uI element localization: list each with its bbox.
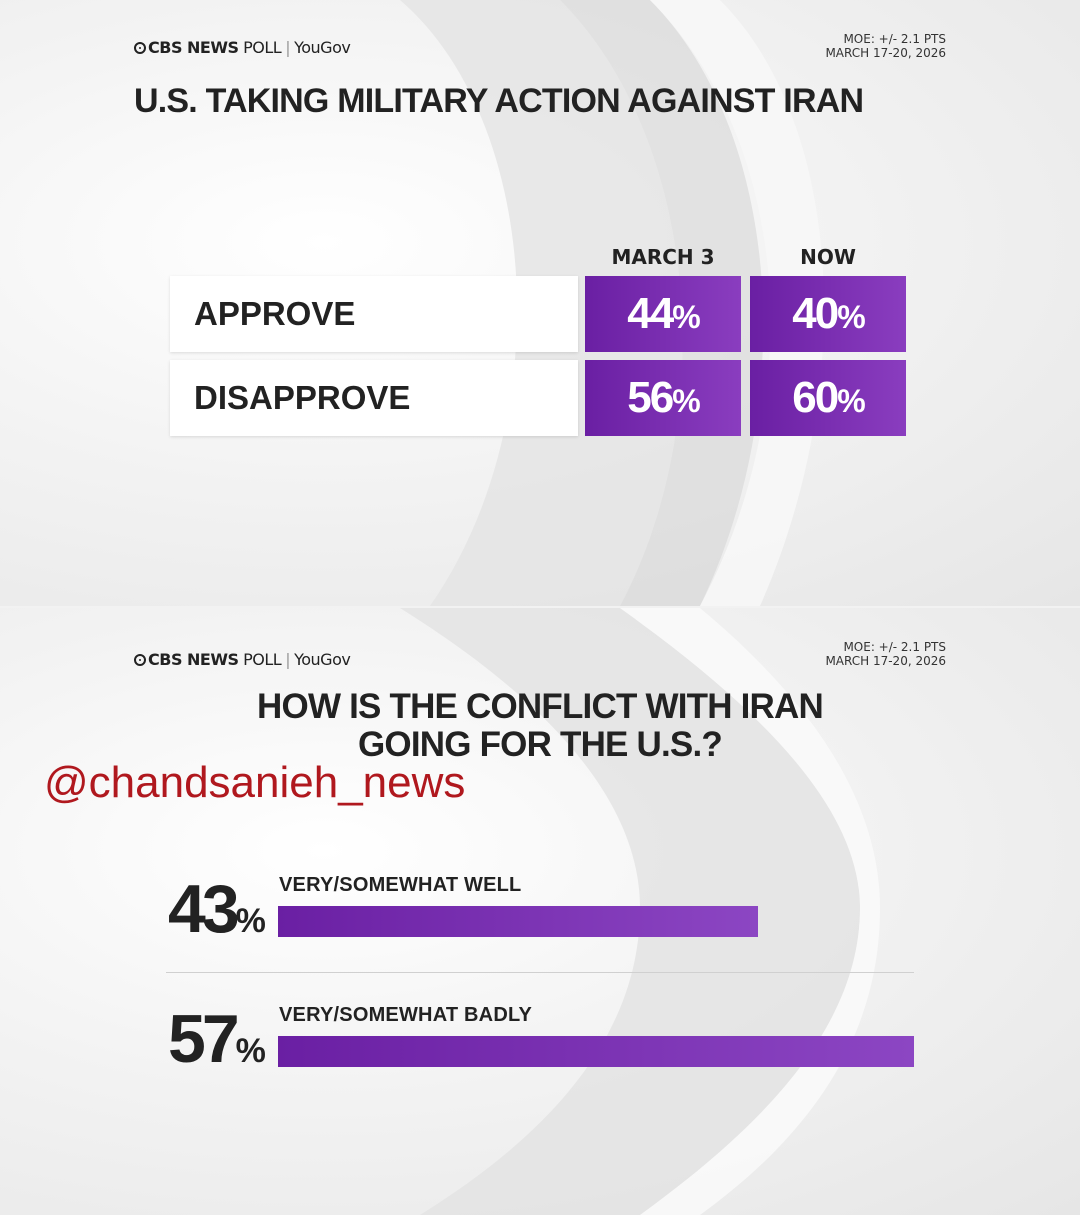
moe-margin: MOE: +/- 2.1 PTS — [843, 32, 946, 46]
brand-partner: YouGov — [294, 38, 351, 57]
moe-dates: MARCH 17-20, 2026 — [825, 654, 946, 668]
bar-label-badly: VERY/SOMEWHAT BADLY — [279, 1004, 533, 1026]
cell-value: 44 — [627, 289, 674, 338]
cell-disapprove-now: 60% — [750, 360, 906, 436]
brand-cbs: CBS NEWS — [148, 650, 239, 669]
chart-title: U.S. TAKING MILITARY ACTION AGAINST IRAN — [134, 82, 864, 120]
row-label-disapprove: DISAPPROVE — [170, 360, 578, 436]
cbs-eye-icon — [134, 654, 146, 666]
moe-dates: MARCH 17-20, 2026 — [825, 46, 946, 60]
bar-well — [278, 906, 758, 937]
row-label-approve: APPROVE — [170, 276, 578, 352]
value-text: 43 — [168, 871, 240, 947]
row-divider — [166, 972, 914, 973]
cell-approve-march3: 44% — [585, 276, 741, 352]
percent-sign: % — [672, 299, 700, 335]
cbs-eye-icon — [134, 42, 146, 54]
cell-value: 56 — [627, 373, 674, 422]
chart-title-line2: GOING FOR THE U.S.? — [358, 725, 723, 764]
brand-poll: POLL — [243, 650, 282, 669]
cell-approve-now: 40% — [750, 276, 906, 352]
percent-sign: % — [837, 383, 865, 419]
chart-title: HOW IS THE CONFLICT WITH IRAN GOING FOR … — [140, 688, 940, 764]
poll-brand: CBS NEWS POLL | YouGov — [134, 650, 351, 669]
cell-value: 60 — [792, 373, 839, 422]
moe-info: MOE: +/- 2.1 PTS MARCH 17-20, 2026 — [825, 32, 946, 60]
moe-info: MOE: +/- 2.1 PTS MARCH 17-20, 2026 — [825, 640, 946, 668]
column-header-now: NOW — [800, 245, 856, 269]
moe-margin: MOE: +/- 2.1 PTS — [843, 640, 946, 654]
column-header-march3: MARCH 3 — [611, 245, 715, 269]
chart-title-line1: HOW IS THE CONFLICT WITH IRAN — [257, 687, 824, 726]
cell-value: 40 — [792, 289, 839, 338]
chart-panel-approval: CBS NEWS POLL | YouGov MOE: +/- 2.1 PTS MA… — [0, 0, 1080, 606]
bar-badly — [278, 1036, 914, 1067]
watermark-handle: @chandsanieh_news — [44, 758, 466, 807]
data-label-badly: 57% — [168, 1001, 266, 1086]
brand-cbs: CBS NEWS — [148, 38, 239, 57]
percent-sign: % — [837, 299, 865, 335]
percent-sign: % — [235, 1032, 266, 1070]
poll-brand: CBS NEWS POLL | YouGov — [134, 38, 351, 57]
brand-poll: POLL — [243, 38, 282, 57]
bar-label-well: VERY/SOMEWHAT WELL — [279, 874, 522, 896]
cell-disapprove-march3: 56% — [585, 360, 741, 436]
value-text: 57 — [168, 1001, 240, 1077]
brand-partner: YouGov — [294, 650, 351, 669]
percent-sign: % — [235, 902, 266, 940]
percent-sign: % — [672, 383, 700, 419]
data-label-well: 43% — [168, 871, 266, 956]
